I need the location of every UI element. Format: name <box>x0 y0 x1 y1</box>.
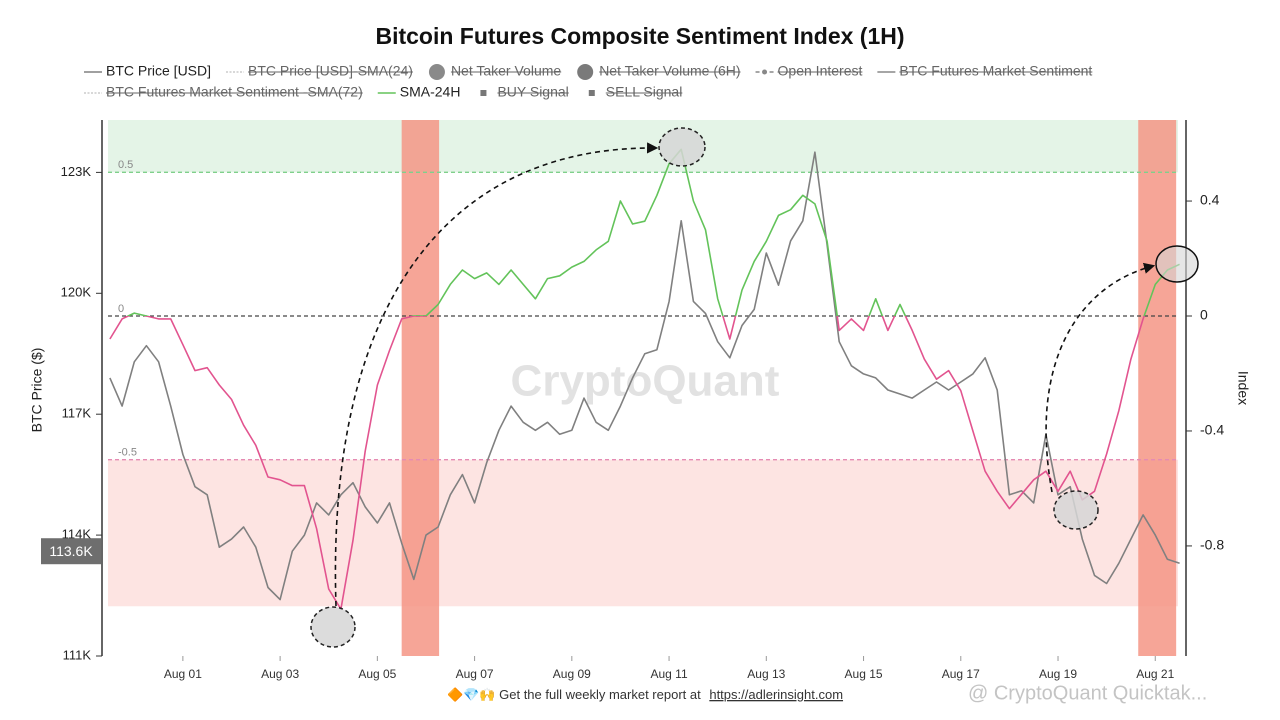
reference-lines: 0.5 0 -0.5 <box>108 159 1178 461</box>
x-tick-label: Aug 07 <box>456 667 494 681</box>
legend-label[interactable]: BTC Futures Market Sentiment -SMA(72) <box>106 84 363 100</box>
legend-symbol <box>577 64 594 80</box>
series-line <box>109 151 1180 601</box>
legend-label[interactable]: BTC Futures Market Sentiment <box>899 63 1092 79</box>
legend-label[interactable]: BTC Price [USD] <box>106 63 211 79</box>
chart-title: Bitcoin Futures Composite Sentiment Inde… <box>375 23 904 49</box>
zones <box>108 120 1178 607</box>
y-axis-title: BTC Price ($) <box>29 348 45 433</box>
x-tick-label: Aug 09 <box>553 667 591 681</box>
annotation-arrow <box>334 142 659 607</box>
legend-label[interactable]: BTC Price [USD]-SMA(24) <box>248 63 413 79</box>
y2-tick-label: -0.8 <box>1200 537 1224 553</box>
legend-symbol <box>588 90 595 96</box>
legend-label[interactable]: Open Interest <box>778 63 863 79</box>
signals <box>401 120 1177 656</box>
y2-tick-label: 0.4 <box>1200 192 1220 208</box>
legend-label[interactable]: BUY Signal <box>497 84 568 100</box>
zone <box>108 120 1178 173</box>
footer-link[interactable]: https://adlerinsight.com <box>709 687 843 702</box>
legend-symbol <box>480 90 487 96</box>
y2-axis-title: Index <box>1235 371 1251 405</box>
legend-symbol <box>762 69 768 75</box>
x-tick-label: Aug 19 <box>1039 667 1077 681</box>
y-tick-label: 111K <box>63 647 92 662</box>
footer: 🔶💎🙌 Get the full weekly market report at… <box>447 687 843 702</box>
highlight-ellipse <box>658 127 706 167</box>
y-tick-label: 120K <box>61 285 92 300</box>
highlight-ellipse <box>1053 490 1099 530</box>
x-tick-label: Aug 13 <box>747 667 785 681</box>
x-tick-label: Aug 03 <box>261 667 299 681</box>
axes: 111K 114K 117K 120K 123K -0.8 -0.4 0 0.4 Aug 01 Au… <box>29 120 1251 681</box>
legend-label[interactable]: SMA-24H <box>400 84 461 100</box>
highlight-ellipse <box>1155 245 1199 283</box>
x-tick-label: Aug 05 <box>358 667 396 681</box>
price-marker-label: 113.6K <box>49 543 93 559</box>
sell-signal <box>1138 120 1177 656</box>
zone <box>108 459 1178 607</box>
series-line <box>109 148 1180 610</box>
credit-watermark: @ CryptoQuant Quicktak... <box>968 682 1207 704</box>
x-tick-label: Aug 15 <box>845 667 883 681</box>
y-tick-label: 123K <box>61 164 92 179</box>
x-tick-label: Aug 17 <box>942 667 980 681</box>
x-tick-label: Aug 21 <box>1136 667 1174 681</box>
y-tick-label: 114K <box>62 527 92 542</box>
watermark: CryptoQuant <box>511 357 780 406</box>
legend-label[interactable]: Net Taker Volume <box>451 63 561 79</box>
footer-text: 🔶💎🙌 Get the full weekly market report at <box>447 687 701 702</box>
x-tick-label: Aug 11 <box>650 667 687 681</box>
legend-symbol <box>428 64 445 80</box>
sell-signal <box>401 120 440 656</box>
reference-label: -0.5 <box>118 447 137 459</box>
legend-label[interactable]: Net Taker Volume (6H) <box>599 63 740 79</box>
y-tick-label: 117K <box>62 406 92 421</box>
y2-tick-label: -0.4 <box>1200 422 1224 438</box>
price-marker <box>41 538 101 565</box>
y2-tick-label: 0 <box>1200 307 1208 323</box>
lines <box>109 148 1180 610</box>
x-tick-label: Aug 01 <box>164 667 202 681</box>
reference-label: 0.5 <box>118 159 133 171</box>
legend: BTC Price [USD] BTC Price [USD]-SMA(24) Ne… <box>84 63 1092 100</box>
annotations <box>310 127 1199 648</box>
annotation-arrow <box>1045 262 1156 493</box>
legend-label[interactable]: SELL Signal <box>606 84 683 100</box>
reference-label: 0 <box>118 303 124 315</box>
highlight-ellipse <box>310 606 356 648</box>
